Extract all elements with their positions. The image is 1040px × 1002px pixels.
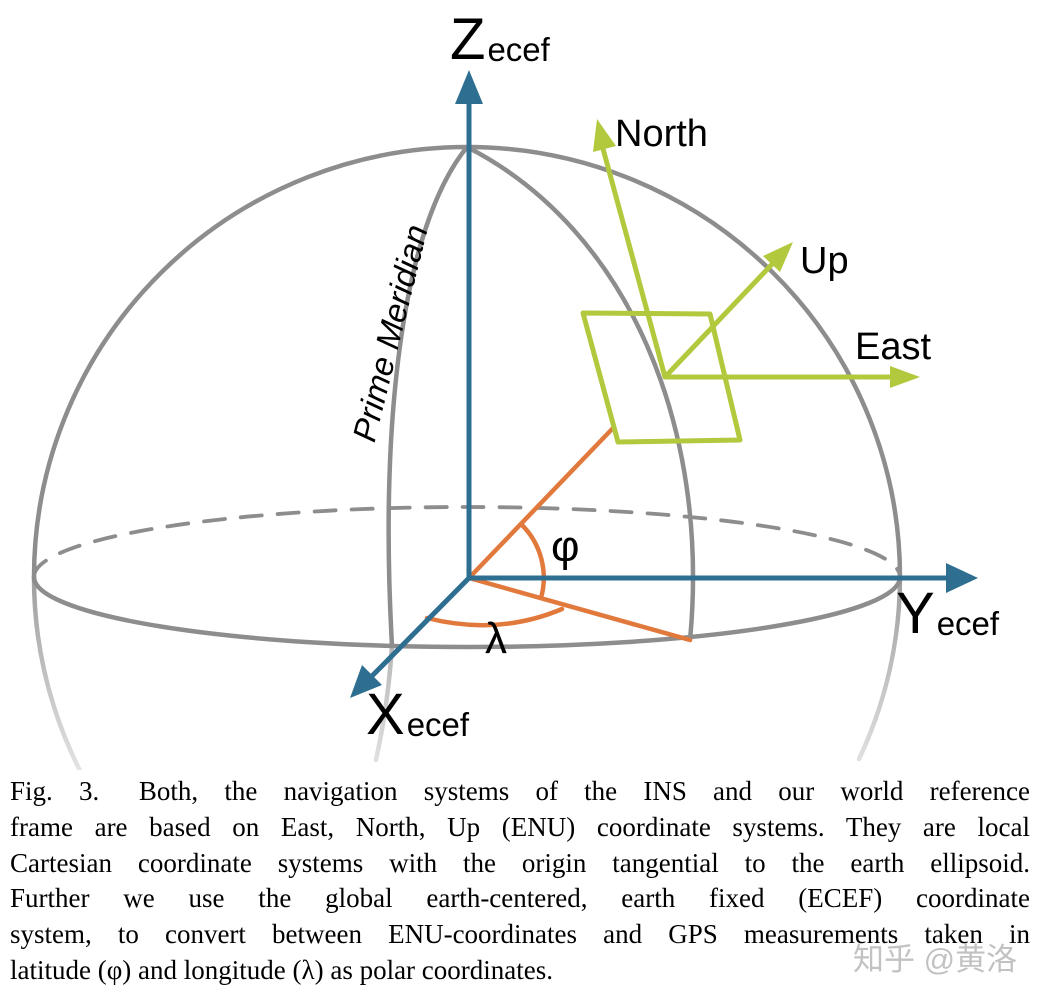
tangent-plane xyxy=(580,310,743,445)
latitude-phi-label: φ xyxy=(551,522,580,571)
local-meridian-curve xyxy=(464,144,696,643)
latitude-angle-arc xyxy=(518,521,547,601)
caption-line: frame are based on East, North, Up (ENU)… xyxy=(10,811,1030,842)
figure-caption: Fig. 3. Both, the navigation systems of … xyxy=(10,774,1030,989)
caption-line: Cartesian coordinate systems with the or… xyxy=(10,847,1030,878)
z-axis-label: Zecef xyxy=(450,11,550,69)
ecef-axes xyxy=(350,70,978,698)
enu-frame xyxy=(580,119,920,445)
z-axis-letter: Z xyxy=(450,7,486,72)
lat-lon-construction xyxy=(424,424,693,643)
east-axis-label: East xyxy=(855,326,932,368)
radius-to-enu-origin xyxy=(466,424,617,581)
sphere-lower-right-fade xyxy=(856,574,903,762)
z-axis-subscript: ecef xyxy=(487,31,550,68)
caption-line: Fig. 3. Both, the navigation systems of … xyxy=(10,776,1030,806)
zhihu-watermark: 知乎 @黄洛 xyxy=(853,942,1018,977)
x-axis-label: Xecef xyxy=(366,686,469,744)
prime-meridian-curve xyxy=(386,144,470,649)
z-axis-arrowhead xyxy=(455,70,483,104)
caption-line: system, to convert between ENU-coordinat… xyxy=(10,919,1030,950)
north-axis-label: North xyxy=(615,113,708,155)
y-axis-arrowhead xyxy=(946,563,978,593)
up-axis-arrowhead xyxy=(763,242,793,272)
caption-line: Further we use the global earth-centered… xyxy=(10,883,1030,914)
north-axis-line xyxy=(599,142,668,380)
east-axis-arrowhead xyxy=(890,366,920,388)
x-axis-letter: X xyxy=(366,682,405,747)
caption-line: latitude (φ) and longitude (λ) as polar … xyxy=(10,954,554,985)
up-axis-label: Up xyxy=(800,240,849,282)
sphere-lower-left-fade xyxy=(31,574,83,770)
radius-to-equator-point xyxy=(466,575,693,643)
y-axis-label: Yecef xyxy=(896,585,999,643)
x-axis-subscript: ecef xyxy=(406,706,470,743)
longitude-angle-arc xyxy=(424,606,565,628)
longitude-lambda-label: λ xyxy=(485,614,507,663)
ecef-enu-sphere-diagram xyxy=(31,70,978,770)
y-axis-subscript: ecef xyxy=(936,605,1000,642)
y-axis-letter: Y xyxy=(896,581,935,646)
x-axis-line xyxy=(367,575,472,681)
up-axis-line xyxy=(662,257,779,380)
x-axis-arrowhead xyxy=(350,665,382,698)
equator-front xyxy=(31,574,903,650)
north-axis-arrowhead xyxy=(593,119,616,152)
